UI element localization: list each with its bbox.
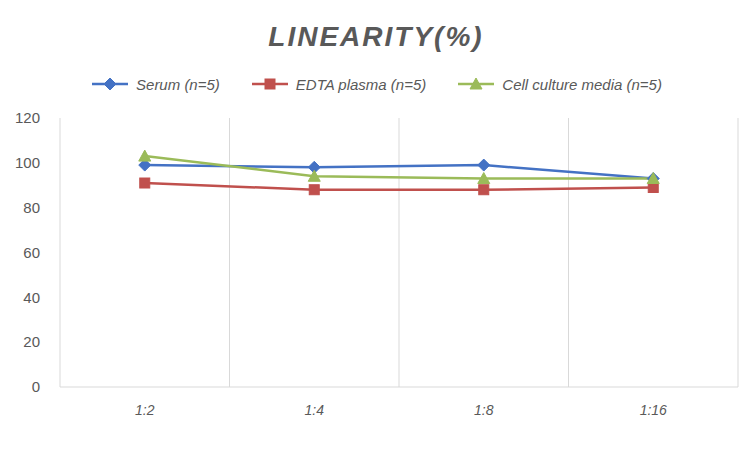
svg-text:1:4: 1:4 — [305, 402, 325, 418]
svg-text:80: 80 — [23, 199, 40, 216]
svg-text:20: 20 — [23, 333, 40, 350]
svg-text:100: 100 — [15, 154, 40, 171]
html-text:EDTA plasma (n=5): EDTA plasma (n=5) — [295, 75, 427, 93]
svg-text:1:2: 1:2 — [135, 402, 155, 418]
svg-text:1:16: 1:16 — [640, 402, 667, 418]
svg-text:0: 0 — [32, 378, 40, 395]
html-text:Serum (n=5): Serum (n=5) — [136, 75, 220, 93]
svg-text:40: 40 — [23, 289, 40, 306]
svg-text:1:8: 1:8 — [474, 402, 494, 418]
html-text:Cell culture media (n=5): Cell culture media (n=5) — [502, 75, 662, 93]
svg-text:120: 120 — [15, 109, 40, 126]
svg-text:60: 60 — [23, 244, 40, 261]
html-text:LINEARITY(%): LINEARITY(%) — [268, 21, 484, 52]
